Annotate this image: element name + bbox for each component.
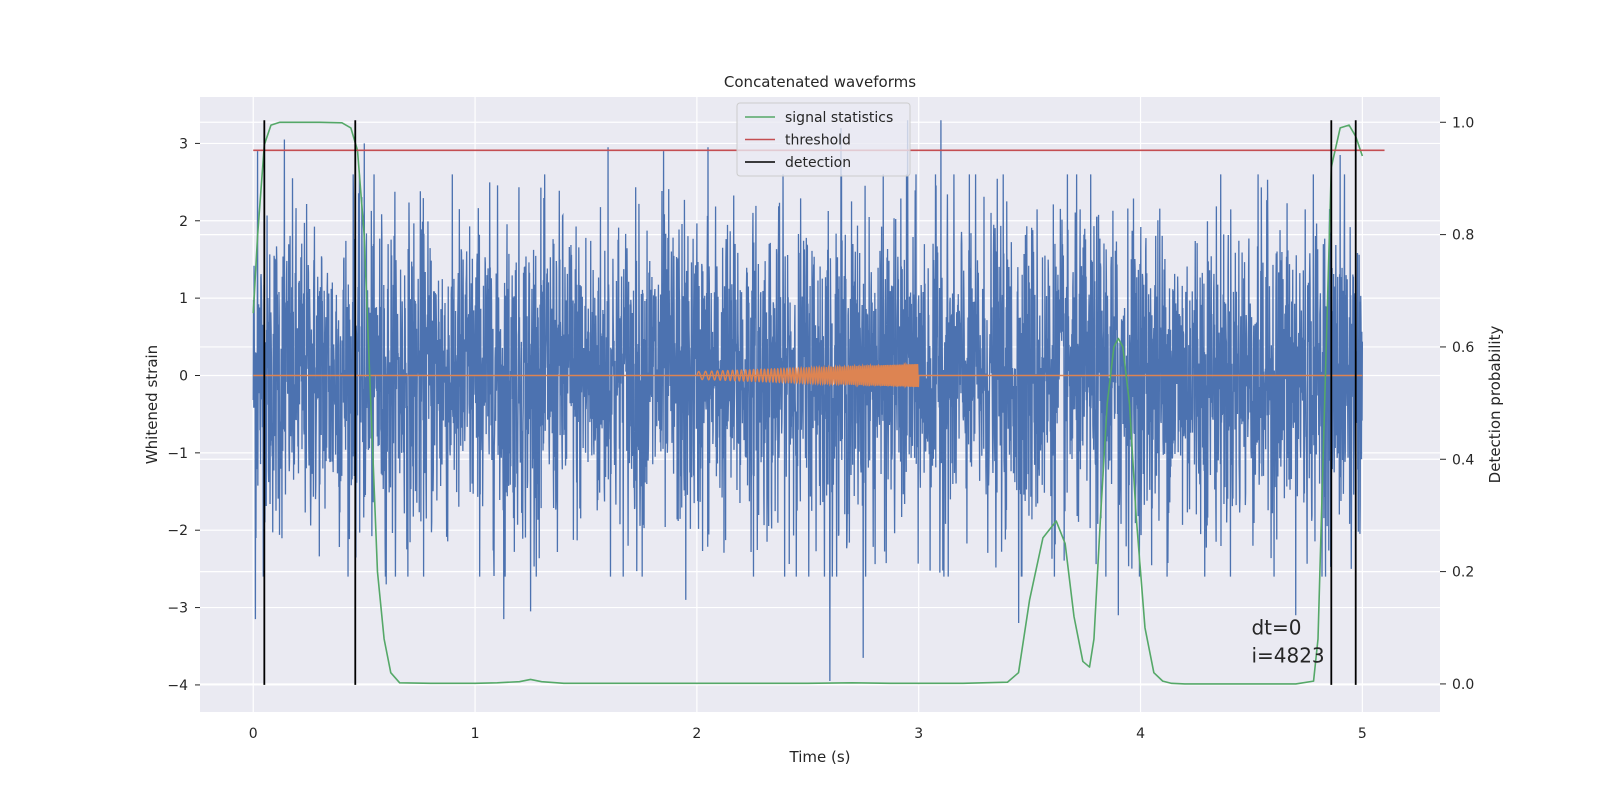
annotation-dt: dt=0: [1251, 616, 1301, 640]
x-axis-label: Time (s): [789, 748, 851, 766]
x-tick-label: 2: [692, 726, 701, 742]
y2-tick-label: 0.2: [1452, 565, 1474, 581]
ticks: 0 1 2 3 4 5 −4 −3 −2 −1 0 1 2 3 0.0 0.2 0.4 0.6 0.8 1.0: [167, 115, 1474, 742]
annotation-index: i=4823: [1251, 644, 1324, 668]
x-tick-label: 4: [1136, 726, 1145, 742]
y2-axis-label: Detection probability: [1486, 326, 1504, 484]
y-tick-label: −1: [167, 446, 188, 462]
injected-waveform-series: [253, 361, 1363, 389]
x-tick-label: 5: [1358, 726, 1367, 742]
detection-series: [263, 120, 1357, 685]
y2-tick-label: 1.0: [1452, 115, 1474, 131]
legend-label-signal-statistics: signal statistics: [785, 110, 893, 126]
signal-statistics-series: [252, 121, 1364, 685]
legend-label-threshold: threshold: [785, 133, 851, 149]
y-tick-label: 0: [179, 368, 188, 384]
x-tick-label: 3: [914, 726, 923, 742]
legend-label-detection: detection: [785, 155, 851, 171]
chart-title: Concatenated waveforms: [724, 73, 916, 91]
y-tick-label: −2: [167, 523, 188, 539]
y2-tick-label: 0.4: [1452, 452, 1474, 468]
y2-tick-label: 0.6: [1452, 340, 1474, 356]
y-tick-label: 3: [179, 136, 188, 152]
y-axis-label: Whitened strain: [143, 345, 161, 464]
y2-tick-label: 0.8: [1452, 228, 1474, 244]
signal-statistics-line: [252, 121, 1364, 685]
injected-chirp: [696, 361, 920, 389]
x-tick-label: 0: [249, 726, 258, 742]
y-tick-label: −3: [167, 601, 188, 617]
y-tick-label: −4: [167, 678, 188, 694]
legend: signal statistics threshold detection: [736, 102, 911, 177]
legend-box: [736, 102, 911, 177]
strain-line: [252, 120, 1364, 682]
annotations: dt=0 i=4823: [1251, 616, 1324, 668]
y-tick-label: 2: [179, 214, 188, 230]
y2-tick-label: 0.0: [1452, 677, 1474, 693]
x-tick-label: 1: [471, 726, 480, 742]
strain-series: [252, 120, 1364, 682]
y-tick-label: 1: [179, 291, 188, 307]
